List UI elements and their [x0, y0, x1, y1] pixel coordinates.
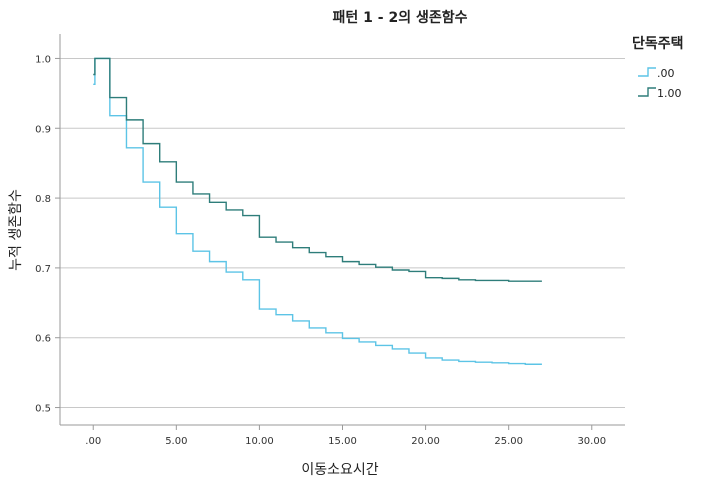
y-tick-label: 0.9 — [35, 124, 51, 135]
y-tick-label: 0.7 — [35, 264, 51, 275]
legend-swatch — [638, 67, 656, 77]
y-tick-label: 0.8 — [35, 194, 51, 205]
x-tick-label: 15.00 — [328, 436, 357, 447]
y-axis-label: 누적 생존함수 — [8, 189, 24, 271]
series-line-1 — [93, 57, 542, 282]
legend-label: .00 — [657, 67, 675, 80]
legend-item-0: .00 — [638, 67, 675, 80]
x-tick-label: 30.00 — [577, 436, 606, 447]
x-axis-label: 이동소요시간 — [301, 462, 378, 478]
series-lines — [93, 57, 542, 365]
chart-title: 패턴 1 - 2의 생존함수 — [333, 9, 468, 26]
legend-swatch — [638, 87, 656, 97]
x-tick-label: 10.00 — [245, 436, 274, 447]
series-line-0 — [93, 57, 542, 365]
y-tick-label: 0.5 — [35, 404, 51, 415]
axes: 0.5 0.6 0.7 0.8 0.9 1.0 .00 5.00 10.00 15.00 20.00… — [35, 34, 625, 447]
x-tick-label: 20.00 — [411, 436, 440, 447]
legend-item-1: 1.00 — [638, 87, 682, 100]
gridlines — [60, 57, 625, 409]
x-tick-label: 5.00 — [165, 436, 187, 447]
x-tick-label: 25.00 — [494, 436, 523, 447]
legend-label: 1.00 — [657, 87, 682, 100]
y-tick-label: 1.0 — [35, 54, 51, 65]
y-tick-label: 0.6 — [35, 334, 51, 345]
legend: 단독주택 .00 1.00 — [632, 35, 684, 100]
legend-items: .00 1.00 — [638, 67, 682, 100]
x-tick-label: .00 — [85, 436, 101, 447]
legend-title: 단독주택 — [632, 35, 684, 52]
